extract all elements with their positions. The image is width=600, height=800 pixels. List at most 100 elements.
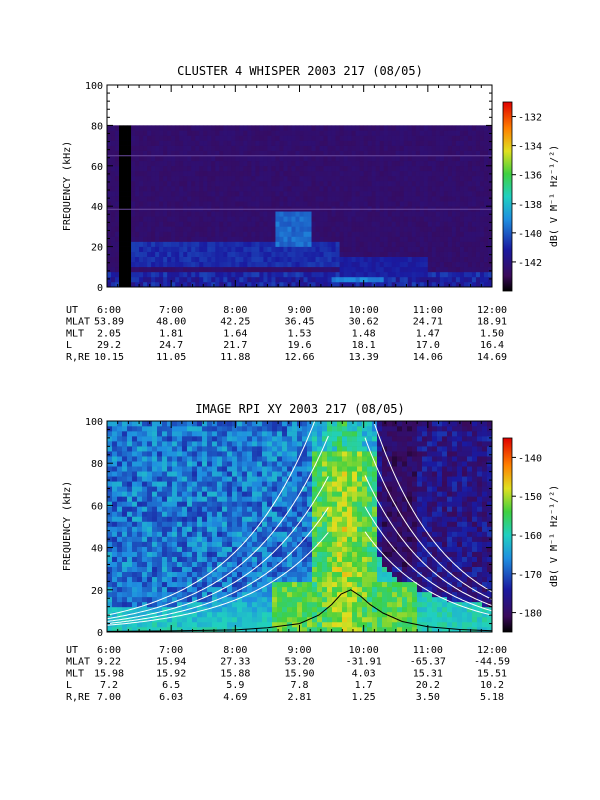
spectrogram-cell (307, 246, 312, 252)
spectrogram-cell (471, 236, 477, 242)
spectrogram-cell (187, 616, 193, 623)
spectrogram-cell (215, 196, 220, 202)
spectrogram-cell (167, 261, 172, 268)
spectrogram-cell (217, 446, 223, 452)
spectrogram-cell (167, 170, 172, 177)
spectrogram-cell (137, 521, 143, 527)
spectrogram-cell (287, 221, 292, 227)
spectrogram-cell (175, 140, 180, 146)
spectrogram-cell (223, 196, 228, 202)
spectrogram-cell (227, 536, 233, 542)
spectrogram-cell (307, 501, 313, 507)
spectrogram-cell (199, 201, 204, 207)
spectrogram-cell (142, 456, 148, 462)
spectrogram-cell (371, 160, 376, 167)
spectrogram-cell (411, 155, 417, 162)
spectrogram-cell (283, 251, 288, 257)
spectrogram-cell (227, 271, 232, 278)
spectrogram-cell (172, 586, 178, 593)
spectrogram-cell (252, 476, 258, 482)
spectrogram-cell (207, 145, 212, 151)
spectrogram-cell (252, 471, 258, 477)
spectrogram-cell (252, 436, 258, 442)
spectrogram-cell (122, 506, 128, 512)
spectrogram-cell (223, 180, 228, 187)
spectrogram-cell (192, 511, 198, 517)
spectrogram-cell (487, 191, 493, 197)
spectrogram-cell (359, 201, 364, 207)
spectrogram-cell (151, 271, 156, 278)
spectrogram-cell (319, 150, 324, 156)
spectrogram-cell (197, 511, 203, 517)
spectrogram-cell (187, 541, 193, 547)
spectrogram-cell (307, 170, 312, 177)
spectrogram-cell (411, 201, 417, 207)
spectrogram-cell (167, 281, 172, 288)
spectrogram-cell (283, 216, 288, 222)
spectrogram-cell (277, 446, 283, 452)
spectrogram-cell (257, 606, 263, 613)
spectrogram-cell (227, 281, 232, 288)
spectrogram-cell (202, 541, 208, 547)
spectrogram-cell (307, 626, 313, 633)
spectrogram-cell (131, 261, 136, 268)
spectrogram-cell (463, 271, 469, 278)
spectrogram-cell (287, 456, 293, 462)
spectrogram-cell (307, 471, 313, 477)
spectrogram-cell (467, 221, 473, 227)
spectrogram-cell (415, 281, 421, 288)
spectrogram-cell (223, 231, 228, 237)
spectrogram-cell (122, 586, 128, 593)
spectrogram-cell (447, 186, 453, 192)
spectrogram-cell (255, 211, 260, 217)
spectrogram-cell (217, 451, 223, 457)
spectrogram-cell (142, 486, 148, 492)
spectrogram-cell (179, 165, 184, 172)
spectrogram-cell (319, 226, 324, 232)
spectrogram-cell (147, 201, 152, 207)
spectrogram-cell (299, 135, 304, 141)
spectrogram-cell (271, 130, 276, 136)
spectrogram-cell (211, 241, 216, 247)
spectrogram-cell (237, 476, 243, 482)
spectrogram-cell (163, 276, 168, 283)
spectrogram-cell (242, 581, 248, 588)
spectrogram-cell (483, 236, 489, 242)
spectrogram-cell (287, 571, 293, 578)
spectrogram-cell (287, 581, 293, 588)
spectrogram-cell (191, 246, 196, 252)
spectrogram-cell (162, 556, 168, 562)
spectrogram-cell (487, 216, 493, 222)
spectrogram-cell (359, 145, 364, 151)
spectrogram-cell (471, 125, 477, 131)
spectrogram-cell (232, 601, 238, 608)
spectrogram-cell (335, 241, 340, 247)
spectrogram-cell (159, 236, 164, 242)
spectrogram-cell (207, 196, 212, 202)
spectrogram-cell (403, 276, 409, 283)
spectrogram-cell (112, 431, 118, 437)
spectrogram-cell (143, 241, 148, 247)
spectrogram-cell (239, 145, 244, 151)
spectrogram-cell (119, 221, 124, 227)
spectrogram-cell (167, 546, 173, 552)
spectrogram-cell (177, 461, 183, 467)
spectrogram-cell (267, 556, 273, 562)
spectrogram-cell (243, 226, 248, 232)
spectrogram-cell (123, 165, 128, 172)
spectrogram-cell (211, 145, 216, 151)
spectrogram-cell (123, 216, 128, 222)
spectrogram-cell (179, 231, 184, 237)
spectrogram-cell (395, 276, 401, 283)
spectrogram-cell (122, 441, 128, 447)
spectrogram-cell (267, 476, 273, 482)
spectrogram-cell (287, 626, 293, 633)
spectrogram-cell (307, 546, 313, 552)
spectrogram-cell (311, 256, 316, 263)
spectrogram-cell (411, 236, 417, 242)
spectrogram-cell (137, 501, 143, 507)
spectrogram-cell (167, 486, 173, 492)
spectrogram-cell (407, 251, 413, 257)
spectrogram-cell (419, 201, 425, 207)
spectrogram-cell (257, 466, 263, 472)
